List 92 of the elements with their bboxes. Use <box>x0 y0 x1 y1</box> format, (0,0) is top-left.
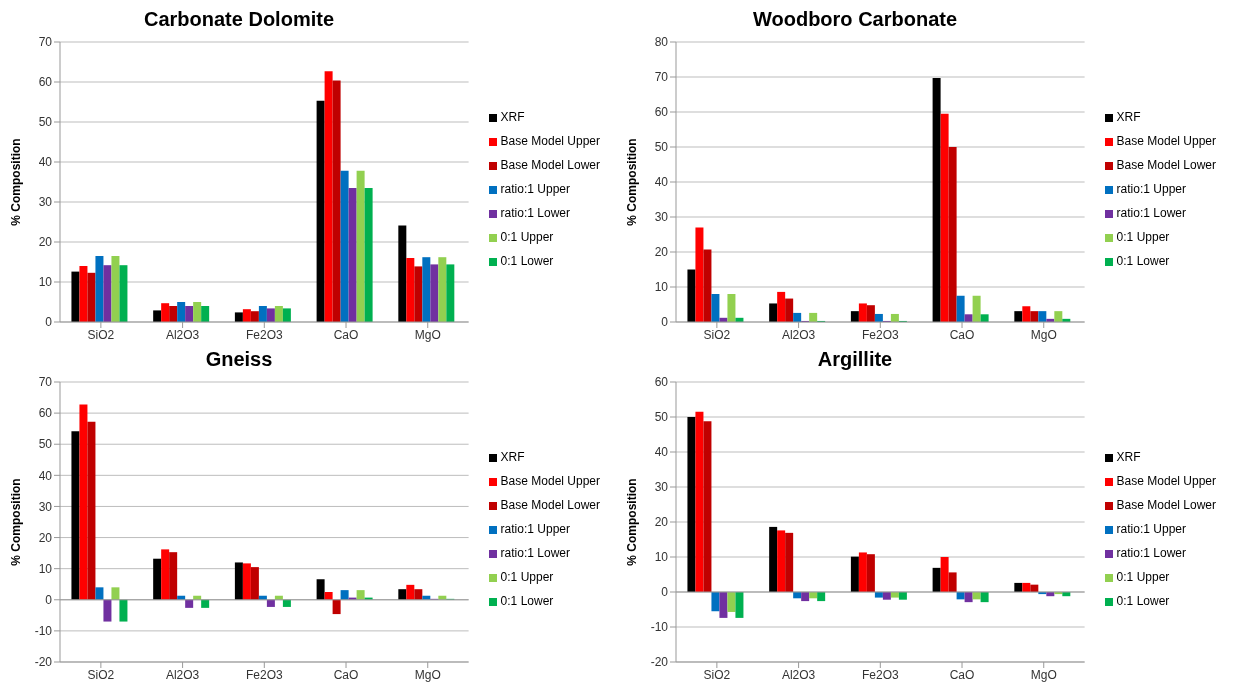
legend-label: Base Model Lower <box>1116 158 1216 172</box>
y-tick-label: 70 <box>38 35 53 50</box>
legend-label: Base Model Lower <box>500 498 600 512</box>
y-tick-label: -20 <box>650 655 669 670</box>
legend-label: Base Model Upper <box>500 474 600 488</box>
legend-label: 0:1 Lower <box>1116 594 1170 608</box>
legend-label: 0:1 Lower <box>1116 254 1170 268</box>
chart-title: Woodboro Carbonate <box>751 8 959 32</box>
y-tick-label: 60 <box>654 375 669 390</box>
y-tick-label: 30 <box>654 480 669 495</box>
y-axis-title: % Composition <box>625 138 640 226</box>
chart-title: Carbonate Dolomite <box>143 8 335 32</box>
y-tick-label: 70 <box>654 70 669 85</box>
legend-label: ratio:1 Upper <box>500 182 570 196</box>
legend-label: ratio:1 Lower <box>1116 206 1186 220</box>
legend-label: XRF <box>500 450 525 464</box>
y-tick-label: 40 <box>38 155 53 170</box>
y-tick-label: 30 <box>654 210 669 225</box>
legend-label: Base Model Upper <box>500 134 600 148</box>
legend-label: 0:1 Lower <box>500 594 554 608</box>
x-tick-label: CaO <box>949 327 975 342</box>
x-tick-label: Al2O3 <box>781 327 816 342</box>
legend-label: 0:1 Lower <box>500 254 554 268</box>
y-tick-label: 50 <box>38 437 53 452</box>
y-tick-label: -10 <box>650 620 669 635</box>
legend-label: ratio:1 Upper <box>1116 182 1186 196</box>
legend-label: 0:1 Upper <box>1116 570 1170 584</box>
x-tick-label: MgO <box>1030 667 1057 682</box>
x-tick-label: SiO2 <box>703 327 731 342</box>
y-tick-label: 0 <box>45 593 53 608</box>
chart-title: Argillite <box>816 348 894 372</box>
legend-label: ratio:1 Lower <box>500 546 570 560</box>
x-tick-label: Al2O3 <box>165 327 200 342</box>
y-tick-label: -20 <box>34 655 53 670</box>
legend-label: 0:1 Upper <box>500 570 554 584</box>
y-tick-label: 10 <box>38 275 53 290</box>
legend-label: Base Model Upper <box>1116 134 1216 148</box>
y-tick-label: -10 <box>34 624 53 639</box>
legend-label: 0:1 Upper <box>500 230 554 244</box>
x-tick-label: Fe2O3 <box>861 327 899 342</box>
y-tick-label: 0 <box>45 315 53 330</box>
x-tick-label: Al2O3 <box>781 667 816 682</box>
y-tick-label: 60 <box>38 406 53 421</box>
x-tick-label: Fe2O3 <box>245 327 283 342</box>
x-tick-label: Fe2O3 <box>861 667 899 682</box>
legend-label: XRF <box>1116 110 1141 124</box>
y-tick-label: 20 <box>38 530 53 545</box>
legend-label: ratio:1 Upper <box>500 522 570 536</box>
legend-label: ratio:1 Lower <box>500 206 570 220</box>
y-tick-label: 30 <box>38 195 53 210</box>
legend-label: 0:1 Upper <box>1116 230 1170 244</box>
legend-label: Base Model Lower <box>1116 498 1216 512</box>
legend-label: XRF <box>1116 450 1141 464</box>
x-tick-label: CaO <box>949 667 975 682</box>
y-tick-label: 20 <box>38 235 53 250</box>
y-tick-label: 60 <box>654 105 669 120</box>
y-tick-label: 40 <box>654 175 669 190</box>
y-tick-label: 10 <box>654 280 669 295</box>
y-axis-title: % Composition <box>9 138 24 226</box>
y-tick-label: 60 <box>38 75 53 90</box>
y-tick-label: 50 <box>654 410 669 425</box>
y-tick-label: 20 <box>654 245 669 260</box>
y-tick-label: 0 <box>661 585 669 600</box>
y-tick-label: 80 <box>654 35 669 50</box>
y-tick-label: 0 <box>661 315 669 330</box>
x-tick-label: MgO <box>414 667 441 682</box>
y-axis-title: % Composition <box>625 478 640 566</box>
legend-label: Base Model Lower <box>500 158 600 172</box>
x-tick-label: SiO2 <box>87 327 115 342</box>
x-tick-label: CaO <box>333 667 359 682</box>
y-tick-label: 50 <box>38 115 53 130</box>
y-tick-label: 50 <box>654 140 669 155</box>
legend-label: XRF <box>500 110 525 124</box>
legend-label: ratio:1 Upper <box>1116 522 1186 536</box>
y-tick-label: 40 <box>38 468 53 483</box>
legend-label: Base Model Upper <box>1116 474 1216 488</box>
y-tick-label: 40 <box>654 445 669 460</box>
x-tick-label: SiO2 <box>703 667 731 682</box>
x-tick-label: MgO <box>1030 327 1057 342</box>
legend-label: ratio:1 Lower <box>1116 546 1186 560</box>
x-tick-label: MgO <box>414 327 441 342</box>
chart-title: Gneiss <box>204 348 274 372</box>
y-tick-label: 70 <box>38 375 53 390</box>
x-tick-label: SiO2 <box>87 667 115 682</box>
x-tick-label: Al2O3 <box>165 667 200 682</box>
y-tick-label: 30 <box>38 499 53 514</box>
x-tick-label: CaO <box>333 327 359 342</box>
y-tick-label: 10 <box>654 550 669 565</box>
y-axis-title: % Composition <box>9 478 24 566</box>
y-tick-label: 10 <box>38 561 53 576</box>
x-tick-label: Fe2O3 <box>245 667 283 682</box>
y-tick-label: 20 <box>654 515 669 530</box>
